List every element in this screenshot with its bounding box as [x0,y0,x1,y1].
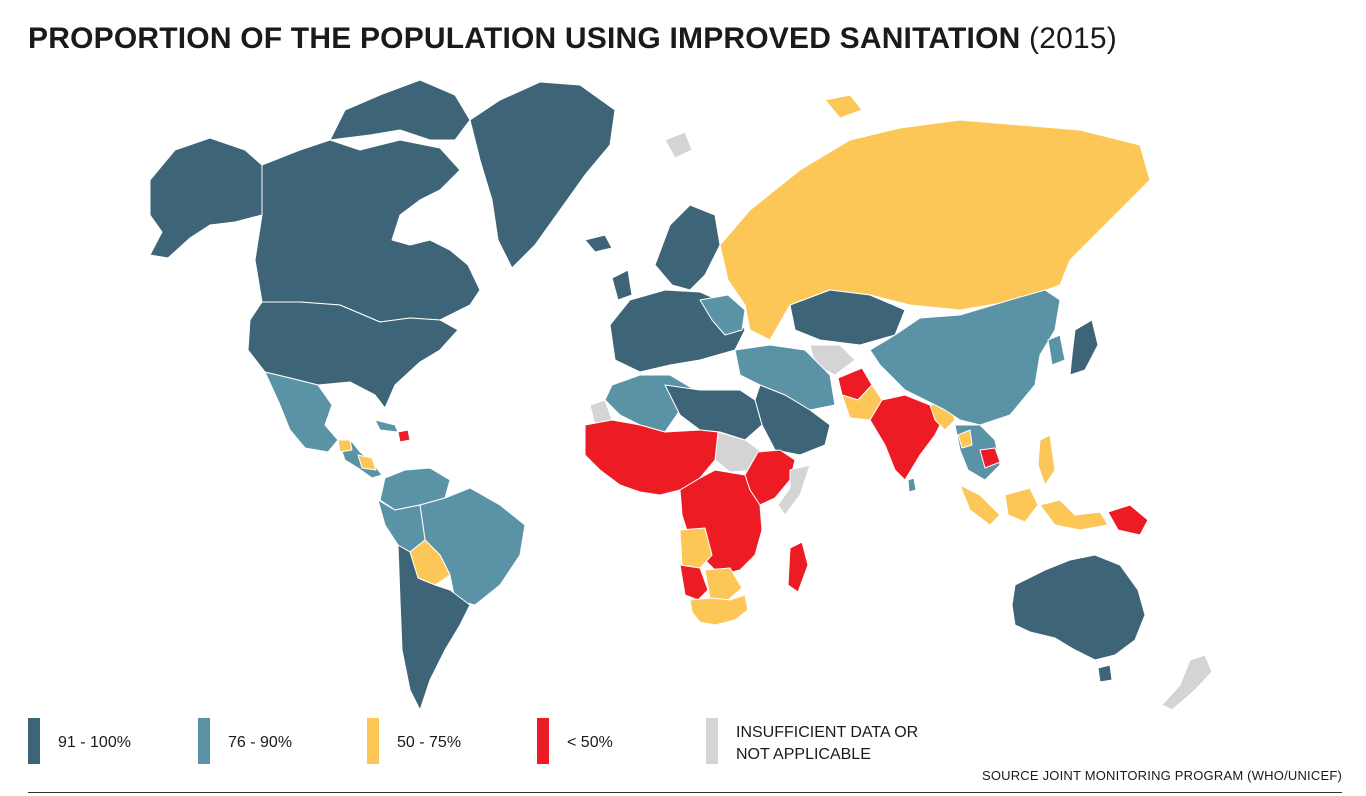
region-indonesia-west [959,484,1001,526]
region-somalia [777,464,811,516]
region-tasmania [1097,664,1113,683]
region-haiti [397,429,411,443]
region-mongolia-china [869,289,1061,426]
region-botswana-zimbabwe [704,567,743,601]
region-korea [1047,334,1066,366]
legend-swatch [706,718,718,764]
region-australia [1011,554,1146,661]
region-iceland [584,234,613,253]
map-title: PROPORTION OF THE POPULATION USING IMPRO… [28,22,1117,56]
region-borneo [1004,487,1039,523]
legend-label: 76 - 90% [228,734,293,751]
region-namibia [679,564,709,601]
region-papua-new-guinea [1107,504,1149,536]
region-uk [611,269,633,301]
legend-label: 50 - 75% [397,734,462,751]
title-main: PROPORTION OF THE POPULATION USING IMPRO… [28,22,1021,55]
region-canadian-arctic [329,79,471,141]
region-guatemala [337,439,353,453]
region-new-zealand [1161,654,1213,711]
region-cambodia [979,447,1001,469]
region-indonesia-east [1039,499,1109,531]
legend-swatch [198,718,210,764]
region-scandinavia [654,204,721,291]
region-svalbard [664,131,693,159]
legend-label: < 50% [567,734,613,751]
region-madagascar [787,541,809,593]
legend-label-line2: NOT APPLICABLE [736,746,871,763]
region-greenland [469,81,616,269]
region-caribbean [374,419,399,433]
region-argentina-chile [397,544,471,711]
legend-swatch [28,718,40,764]
region-philippines [1037,434,1056,486]
title-year: (2015) [1029,22,1117,55]
legend-swatch [537,718,549,764]
region-angola [679,527,713,569]
region-russia [719,119,1151,341]
region-novaya-zemlya [824,94,863,119]
region-alaska [149,137,263,259]
legend-swatch [367,718,379,764]
region-canada [254,139,481,323]
region-japan [1069,319,1099,376]
legend-label: 91 - 100% [58,734,131,751]
region-myanmar [957,429,973,449]
legend-label: INSUFFICIENT DATA OR NOT APPLICABLE [736,722,918,766]
region-india [869,394,946,481]
bottom-rule [28,792,1342,793]
region-south-africa [689,594,749,626]
region-nicaragua [357,454,377,471]
legend-label-line1: INSUFFICIENT DATA OR [736,724,919,741]
region-sri-lanka [907,477,917,493]
region-turkey-iran [734,344,836,411]
region-libya-egypt [664,384,763,441]
region-eastern-europe [699,294,746,336]
source-note: SOURCE JOINT MONITORING PROGRAM (WHO/UNI… [981,768,1342,783]
